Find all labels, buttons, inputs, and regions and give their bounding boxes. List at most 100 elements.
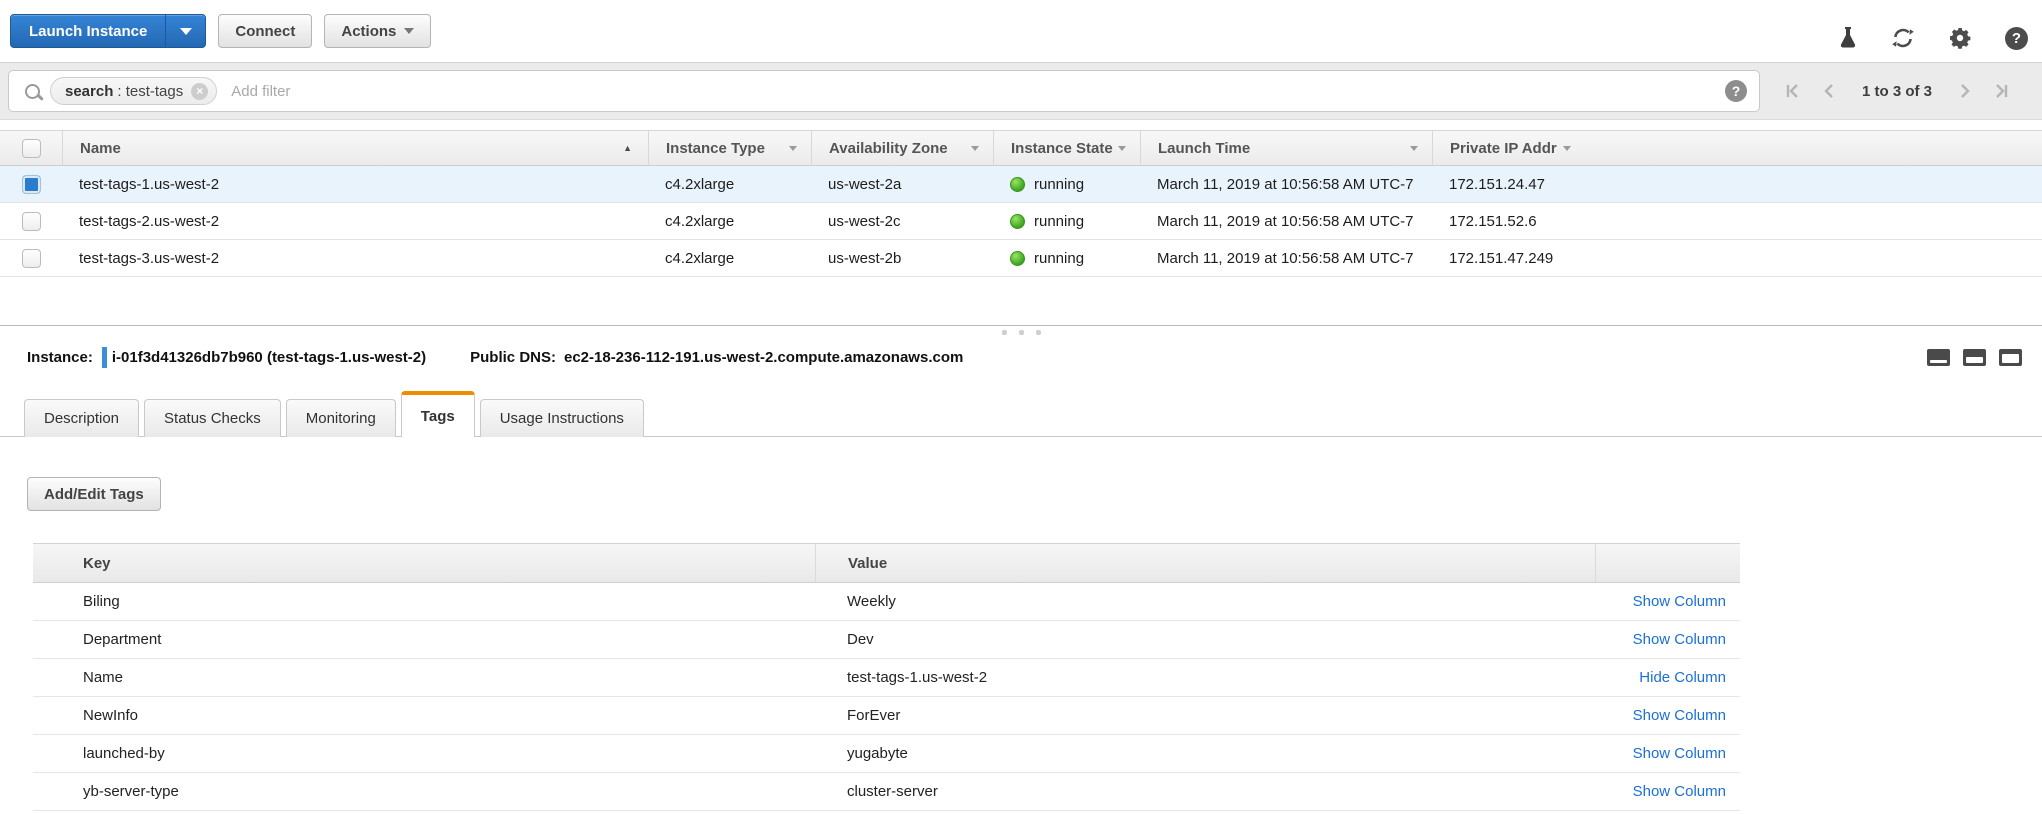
instances-table-body: test-tags-1.us-west-2 c4.2xlarge us-west…: [0, 166, 2042, 277]
gear-icon[interactable]: [1948, 26, 1972, 50]
tag-row: Name test-tags-1.us-west-2 Hide Column: [33, 659, 1740, 697]
instance-name-cell[interactable]: test-tags-2.us-west-2: [79, 212, 220, 230]
tag-value: Dev: [847, 631, 874, 648]
pane-layout-bottom-large-icon[interactable]: [1999, 348, 2022, 366]
column-dropdown-icon[interactable]: [1410, 145, 1418, 151]
instance-state-label: running: [1034, 249, 1085, 267]
column-dropdown-icon[interactable]: [1562, 145, 1571, 151]
filter-strip: search : test-tags × Add filter ? 1 to 3…: [0, 62, 2042, 120]
launch-instance-button[interactable]: Launch Instance: [10, 14, 207, 48]
instance-name-cell[interactable]: test-tags-1.us-west-2: [79, 175, 220, 193]
column-header-label: Name: [80, 139, 121, 157]
tag-key: Department: [83, 631, 162, 648]
column-header[interactable]: Instance State ▲: [993, 131, 1140, 165]
detail-tab[interactable]: Monitoring: [285, 399, 396, 437]
select-all-checkbox[interactable]: [21, 138, 41, 158]
column-dropdown-icon[interactable]: [1118, 145, 1126, 151]
tag-key: Name: [83, 669, 124, 686]
tag-value: test-tags-1.us-west-2: [847, 669, 988, 686]
add-edit-tags-label: Add/Edit Tags: [44, 485, 144, 503]
instance-state-label: running: [1034, 175, 1085, 193]
tags-tab-content: Add/Edit Tags Key Value Biling Weekly Sh…: [0, 437, 2042, 811]
toggle-column-link[interactable]: Show Column: [1632, 707, 1726, 724]
selection-caret-bar: [101, 346, 107, 368]
column-header[interactable]: Private IP Addr ▲: [1432, 131, 2042, 165]
filter-pill[interactable]: search : test-tags ×: [50, 77, 218, 105]
detail-tab[interactable]: Usage Instructions: [479, 399, 644, 437]
connect-label: Connect: [235, 22, 296, 40]
add-filter-placeholder[interactable]: Add filter: [231, 82, 291, 100]
public-dns-value: ec2-18-236-112-191.us-west-2.compute.ama…: [563, 348, 964, 366]
toggle-column-link[interactable]: Show Column: [1632, 593, 1726, 610]
instances-table-header: Name ▲ Instance Type ▲ Availability Zone…: [0, 130, 2042, 166]
private-ip-cell: 172.151.24.47: [1449, 175, 1545, 193]
launch-instance-label[interactable]: Launch Instance: [29, 22, 148, 40]
availability-zone-cell: us-west-2a: [828, 175, 902, 193]
pagination-last-icon[interactable]: [1992, 82, 2010, 100]
flask-icon[interactable]: [1838, 26, 1858, 50]
column-header[interactable]: Name ▲: [62, 131, 648, 165]
column-dropdown-icon[interactable]: [789, 145, 797, 151]
tag-key: NewInfo: [83, 707, 139, 724]
pagination-prev-icon[interactable]: [1820, 82, 1838, 100]
instances-table-header-cells: Name ▲ Instance Type ▲ Availability Zone…: [62, 131, 2042, 165]
launch-time-cell: March 11, 2019 at 10:56:58 AM UTC-7: [1157, 212, 1414, 230]
column-header[interactable]: Instance Type ▲: [648, 131, 811, 165]
launch-instance-dropdown[interactable]: [165, 15, 205, 47]
toggle-column-link[interactable]: Show Column: [1632, 783, 1726, 800]
instance-row[interactable]: test-tags-2.us-west-2 c4.2xlarge us-west…: [0, 203, 2042, 240]
filter-help-icon[interactable]: ?: [1725, 80, 1747, 102]
pane-splitter-handle[interactable]: [0, 325, 2042, 339]
table-bottom-spacer: [0, 277, 2042, 325]
instance-type-cell: c4.2xlarge: [665, 175, 735, 193]
search-icon: [25, 83, 40, 99]
help-icon[interactable]: ?: [2005, 26, 2028, 50]
actions-button[interactable]: Actions: [324, 14, 432, 48]
tag-row: Biling Weekly Show Column: [33, 583, 1740, 621]
column-header[interactable]: Launch Time ▲: [1140, 131, 1432, 165]
select-all-cell: [0, 131, 62, 165]
running-state-icon: [1010, 213, 1025, 229]
tab-label: Usage Instructions: [499, 410, 624, 427]
column-dropdown-icon[interactable]: [971, 145, 979, 151]
row-checkbox[interactable]: [21, 248, 41, 268]
pagination-first-icon[interactable]: [1784, 82, 1802, 100]
column-header-label: Availability Zone: [829, 139, 948, 157]
detail-tab[interactable]: Tags: [400, 391, 475, 437]
filter-search-input[interactable]: search : test-tags × Add filter ?: [8, 70, 1760, 112]
toggle-column-link[interactable]: Show Column: [1632, 631, 1726, 648]
refresh-icon[interactable]: [1891, 26, 1915, 50]
add-edit-tags-button[interactable]: Add/Edit Tags: [27, 477, 161, 511]
column-header[interactable]: Availability Zone ▲: [811, 131, 993, 165]
sort-ascending-icon: ▲: [623, 143, 632, 153]
availability-zone-cell: us-west-2b: [828, 249, 902, 267]
tag-key: Biling: [83, 593, 120, 610]
pane-layout-bottom-small-icon[interactable]: [1927, 348, 1950, 366]
pagination-next-icon[interactable]: [1956, 82, 1974, 100]
instances-table: Name ▲ Instance Type ▲ Availability Zone…: [0, 130, 2042, 277]
instance-id: i-01f3d41326db7b960 (test-tags-1.us-west…: [111, 348, 427, 366]
instance-name-cell[interactable]: test-tags-3.us-west-2: [79, 249, 220, 267]
pane-layout-bottom-medium-icon[interactable]: [1963, 348, 1986, 366]
instance-row[interactable]: test-tags-1.us-west-2 c4.2xlarge us-west…: [0, 166, 2042, 203]
tags-table: Key Value Biling Weekly Show Column Depa…: [33, 543, 1740, 811]
detail-tab[interactable]: Description: [24, 399, 140, 437]
toggle-column-link[interactable]: Show Column: [1632, 745, 1726, 762]
connect-button[interactable]: Connect: [218, 14, 313, 48]
detail-tab[interactable]: Status Checks: [144, 399, 281, 437]
tags-table-body: Biling Weekly Show Column Department Dev…: [33, 583, 1740, 811]
chevron-down-icon: [404, 28, 415, 34]
filter-pill-value: : test-tags: [117, 82, 184, 100]
toggle-column-link[interactable]: Hide Column: [1639, 669, 1726, 686]
column-header-label: Instance State: [1011, 139, 1113, 157]
row-checkbox[interactable]: [21, 211, 41, 231]
tag-row: yb-server-type cluster-server Show Colum…: [33, 773, 1740, 811]
remove-filter-icon[interactable]: ×: [191, 82, 209, 100]
row-checkbox[interactable]: [21, 174, 41, 194]
tags-table-header: Key Value: [33, 543, 1740, 583]
running-state-icon: [1010, 176, 1025, 192]
toolbar-icon-group: ?: [1838, 26, 2028, 50]
instance-row[interactable]: test-tags-3.us-west-2 c4.2xlarge us-west…: [0, 240, 2042, 277]
tab-label: Description: [44, 410, 120, 427]
column-header-label: Launch Time: [1158, 139, 1251, 157]
